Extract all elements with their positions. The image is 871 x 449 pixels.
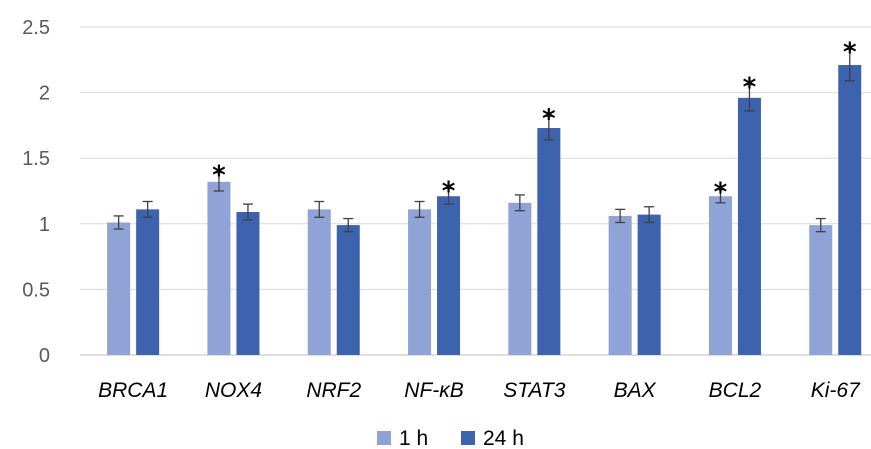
bar: [408, 209, 432, 355]
significance-star: *: [743, 73, 757, 103]
category-label: BAX: [614, 379, 657, 402]
bar: [336, 225, 360, 355]
significance-star: *: [442, 176, 456, 206]
bar: [537, 128, 561, 355]
bar: [708, 196, 732, 355]
y-tick-label: 1.5: [22, 148, 50, 170]
legend-swatch: [377, 431, 391, 445]
bar: [107, 222, 131, 355]
y-tick-label: 0: [39, 345, 50, 367]
bars: [107, 65, 862, 356]
bar: [437, 196, 461, 355]
bar: [207, 181, 231, 355]
significance-markers: * * * * * *: [212, 37, 857, 207]
category-label: BCL2: [709, 379, 762, 402]
significance-star: *: [843, 37, 857, 67]
bar: [637, 214, 661, 355]
y-tick-label: 1: [39, 214, 50, 236]
significance-star: *: [714, 178, 728, 208]
bar: [136, 209, 160, 355]
y-tick-label: 2: [39, 83, 50, 105]
category-label: NOX4: [205, 379, 262, 402]
bar: [737, 97, 761, 356]
significance-star: *: [212, 161, 226, 191]
bar: [508, 202, 532, 355]
legend-label: 1 h: [399, 427, 428, 449]
error-bars: [113, 48, 855, 233]
category-label: NF-κB: [404, 379, 464, 402]
bar: [608, 215, 632, 355]
y-tick-label: 2.5: [22, 17, 50, 39]
bar: [809, 225, 833, 355]
y-axis-ticks: 0 0.5 1 1.5 2 2.5: [22, 17, 50, 367]
legend-swatch: [461, 431, 475, 445]
x-axis-categories: BRCA1 NOX4 NRF2 NF-κB STAT3 BAX BCL2 Ki-67: [98, 379, 861, 402]
bar: [838, 65, 862, 355]
legend: 1 h 24 h: [377, 427, 524, 449]
legend-label: 24 h: [483, 427, 524, 449]
bar: [307, 209, 331, 355]
y-tick-label: 0.5: [22, 279, 50, 301]
category-label: Ki-67: [811, 379, 861, 402]
significance-star: *: [542, 104, 556, 134]
category-label: BRCA1: [98, 379, 168, 402]
category-label: STAT3: [503, 379, 566, 402]
bar: [236, 211, 260, 355]
category-label: NRF2: [306, 379, 361, 402]
